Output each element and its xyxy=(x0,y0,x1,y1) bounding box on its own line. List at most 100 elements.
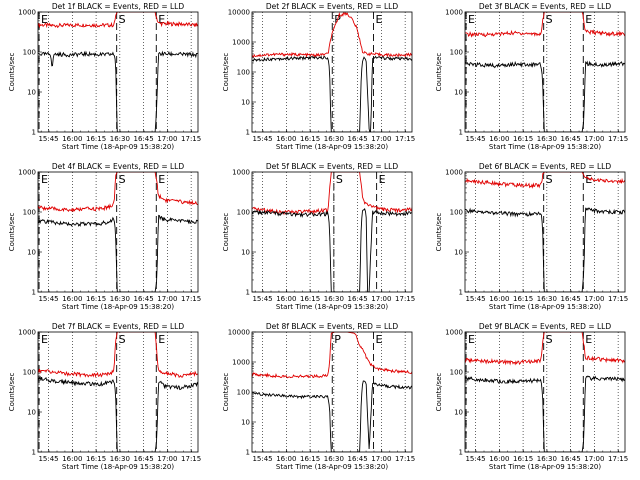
panel-title: Det 7f BLACK = Events, RED = LLD xyxy=(52,322,185,331)
y-tick-label: 1 xyxy=(246,129,250,137)
series-lld-red xyxy=(465,12,625,38)
y-tick-label: 1000 xyxy=(445,169,463,177)
x-tick-label: 17:00 xyxy=(157,455,177,463)
panel-5: Det 5f BLACK = Events, RED = LLD 15:45 16:… xyxy=(222,162,415,311)
event-marker-label: E xyxy=(158,173,165,186)
panel-4: Det 4f BLACK = Events, RED = LLD 15:45 16:… xyxy=(8,162,201,311)
x-tick-label: 16:00 xyxy=(276,455,296,463)
x-tick-label: 16:45 xyxy=(561,295,581,303)
plot-frame xyxy=(251,171,413,293)
x-tick-label: 17:15 xyxy=(395,455,415,463)
y-tick-label: 10000 xyxy=(228,9,250,17)
y-tick-label: 10 xyxy=(241,419,250,427)
x-axis-label: Start Time (18-Apr-09 15:38:20) xyxy=(62,463,174,471)
series-lld-red xyxy=(38,332,198,378)
x-axis-label: Start Time (18-Apr-09 15:38:20) xyxy=(62,143,174,151)
x-tick-label: 16:15 xyxy=(300,455,320,463)
plot-frame xyxy=(251,11,413,133)
x-tick-label: 15:45 xyxy=(465,295,485,303)
x-axis-label: Start Time (18-Apr-09 15:38:20) xyxy=(276,303,388,311)
y-tick-label: 10 xyxy=(454,409,463,417)
x-axis-label: Start Time (18-Apr-09 15:38:20) xyxy=(62,303,174,311)
y-tick-label: 10 xyxy=(454,89,463,97)
x-tick-label: 17:00 xyxy=(157,295,177,303)
x-tick-label: 17:15 xyxy=(181,455,201,463)
panel-title: Det 2f BLACK = Events, RED = LLD xyxy=(266,2,399,11)
series-events-black xyxy=(465,207,625,292)
y-tick-label: 100 xyxy=(450,369,463,377)
event-marker-label: E xyxy=(585,13,592,26)
y-axis-label: Counts/sec xyxy=(222,373,230,412)
panel-title: Det 8f BLACK = Events, RED = LLD xyxy=(266,322,399,331)
y-tick-label: 1 xyxy=(246,449,250,457)
x-tick-label: 17:15 xyxy=(181,295,201,303)
y-axis-label: Counts/sec xyxy=(222,213,230,252)
event-marker-label: E xyxy=(468,13,475,26)
event-marker-label: E xyxy=(41,13,48,26)
x-tick-label: 16:00 xyxy=(489,135,509,143)
series-events-black xyxy=(38,50,198,132)
x-tick-label: 17:15 xyxy=(608,295,628,303)
x-axis-label: Start Time (18-Apr-09 15:38:20) xyxy=(489,303,601,311)
x-tick-label: 16:30 xyxy=(110,135,130,143)
y-tick-label: 10 xyxy=(27,409,36,417)
plot-frame xyxy=(37,331,199,453)
x-tick-label: 16:00 xyxy=(62,455,82,463)
x-tick-label: 16:30 xyxy=(110,295,130,303)
y-tick-label: 1 xyxy=(246,289,250,297)
plot-frame xyxy=(464,11,626,133)
y-tick-label: 1000 xyxy=(18,9,36,17)
x-tick-label: 16:30 xyxy=(110,455,130,463)
x-tick-label: 16:15 xyxy=(300,295,320,303)
x-tick-label: 16:15 xyxy=(300,135,320,143)
x-tick-label: 17:00 xyxy=(584,135,604,143)
plot-frame xyxy=(251,331,413,453)
event-marker-label: S xyxy=(546,173,553,186)
panel-1: Det 1f BLACK = Events, RED = LLD 15:45 16:… xyxy=(8,2,201,151)
event-marker-label: S xyxy=(546,333,553,346)
x-tick-label: 15:45 xyxy=(252,135,272,143)
series-events-black xyxy=(252,380,412,452)
y-tick-label: 1 xyxy=(32,289,36,297)
event-marker-label: E xyxy=(468,333,475,346)
x-tick-label: 16:15 xyxy=(513,455,533,463)
x-tick-label: 15:45 xyxy=(38,135,58,143)
panel-title: Det 1f BLACK = Events, RED = LLD xyxy=(52,2,185,11)
x-tick-label: 15:45 xyxy=(252,455,272,463)
y-tick-label: 10 xyxy=(454,249,463,257)
series-lld-red xyxy=(252,172,412,216)
series-lld-red xyxy=(38,172,198,213)
series-events-black xyxy=(252,207,412,292)
event-marker-label: S xyxy=(336,173,343,186)
x-tick-label: 16:00 xyxy=(489,295,509,303)
x-tick-label: 17:00 xyxy=(371,455,391,463)
x-tick-label: 16:15 xyxy=(513,295,533,303)
series-lld-red xyxy=(38,12,198,29)
x-tick-label: 16:30 xyxy=(324,135,344,143)
event-marker-label: S xyxy=(546,13,553,26)
x-tick-label: 16:00 xyxy=(62,135,82,143)
x-tick-label: 17:15 xyxy=(608,455,628,463)
x-tick-label: 16:30 xyxy=(537,135,557,143)
x-tick-label: 16:15 xyxy=(86,455,106,463)
x-tick-label: 16:45 xyxy=(561,455,581,463)
x-tick-label: 16:00 xyxy=(276,295,296,303)
x-tick-label: 17:15 xyxy=(395,135,415,143)
x-tick-label: 16:45 xyxy=(134,135,154,143)
event-marker-label: E xyxy=(41,173,48,186)
series-lld-red xyxy=(252,12,412,59)
x-tick-label: 15:45 xyxy=(252,295,272,303)
x-tick-label: 16:15 xyxy=(86,135,106,143)
panel-title: Det 3f BLACK = Events, RED = LLD xyxy=(479,2,612,11)
y-axis-label: Counts/sec xyxy=(435,53,443,92)
y-tick-label: 100 xyxy=(237,209,250,217)
y-tick-label: 1 xyxy=(459,449,463,457)
x-tick-label: 16:00 xyxy=(276,135,296,143)
plot-frame xyxy=(464,171,626,293)
y-tick-label: 10 xyxy=(241,249,250,257)
x-tick-label: 17:00 xyxy=(584,455,604,463)
y-tick-label: 1000 xyxy=(18,329,36,337)
x-tick-label: 17:00 xyxy=(371,135,391,143)
x-tick-label: 16:45 xyxy=(134,295,154,303)
